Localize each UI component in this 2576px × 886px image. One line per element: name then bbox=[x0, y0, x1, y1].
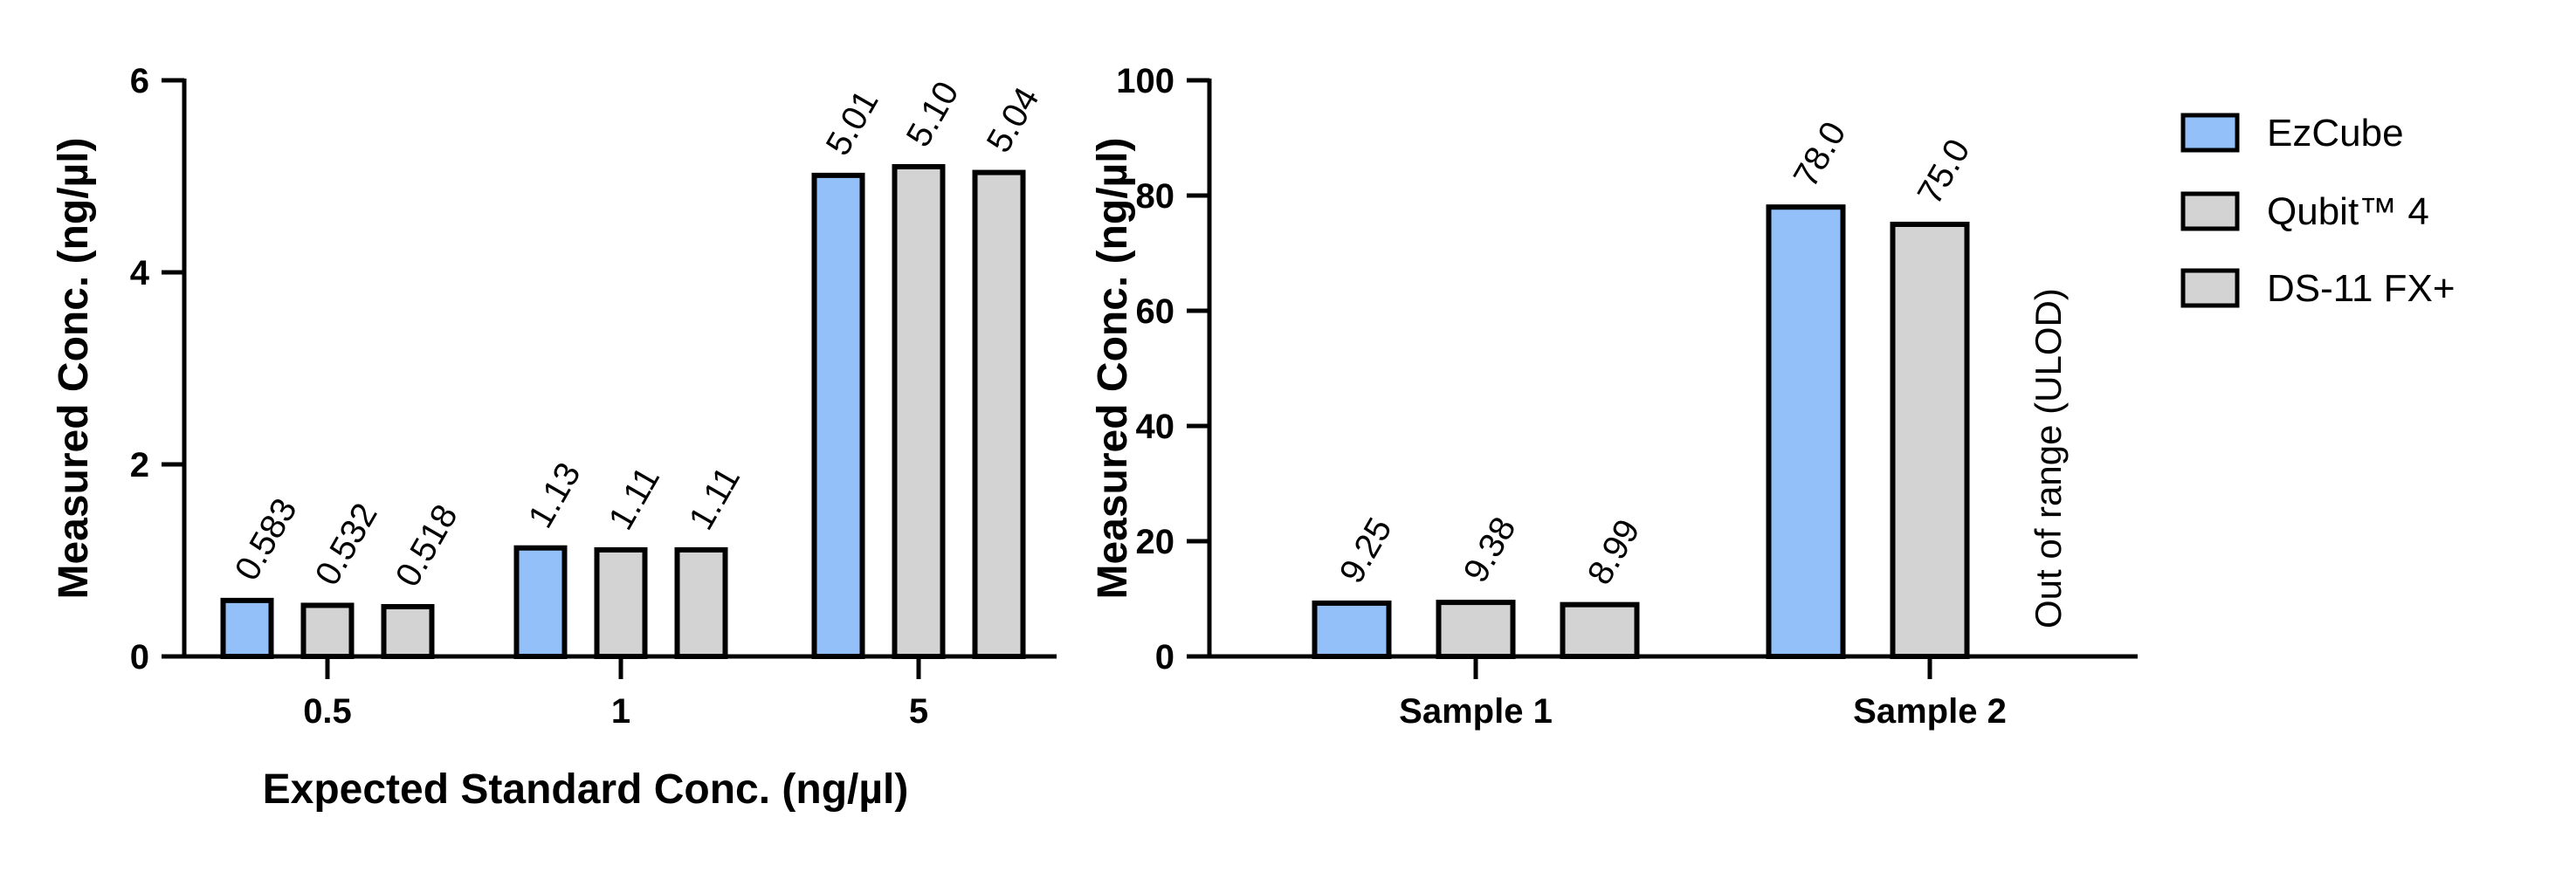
x-tick-label: Sample 1 bbox=[1399, 692, 1553, 731]
y-tick-label: 0 bbox=[1155, 638, 1174, 677]
y-tick-label: 100 bbox=[1116, 62, 1174, 100]
y-tick-label: 2 bbox=[130, 446, 149, 484]
data-label: 78.0 bbox=[1787, 115, 1854, 193]
data-label: 0.518 bbox=[389, 498, 465, 594]
legend-swatch bbox=[2180, 191, 2240, 231]
legend-swatch bbox=[2180, 113, 2240, 153]
bar bbox=[1766, 204, 1846, 659]
data-label: 75.0 bbox=[1911, 133, 1978, 210]
y-axis-title: Measured Conc. (ng/µl) bbox=[51, 137, 97, 599]
x-tick-label: 1 bbox=[611, 692, 630, 731]
x-axis-title: Expected Standard Conc. (ng/µl) bbox=[263, 766, 909, 813]
data-label: 5.01 bbox=[819, 84, 886, 161]
y-axis-title: Measured Conc. (ng/µl) bbox=[1090, 137, 1136, 599]
x-tick-label: 5 bbox=[909, 692, 928, 731]
y-tick-label: 60 bbox=[1136, 292, 1175, 331]
legend: EzCube Qubit™ 4 DS-11 FX+ bbox=[2180, 112, 2455, 310]
x-tick-label: 0.5 bbox=[303, 692, 352, 731]
bar bbox=[811, 172, 865, 659]
chart-panel-2: 9.25 9.38 8.99 Sample 1 78.0 75.0 Sample 2 0 20 4… bbox=[1090, 62, 2138, 731]
data-label: 1.11 bbox=[602, 461, 668, 537]
data-label: 9.38 bbox=[1457, 511, 1524, 588]
bar bbox=[513, 545, 568, 660]
legend-label: DS-11 FX+ bbox=[2267, 267, 2455, 310]
y-tick-label: 40 bbox=[1136, 408, 1175, 446]
data-label: 1.11 bbox=[682, 461, 748, 537]
x-tick-label: Sample 2 bbox=[1853, 692, 2007, 731]
legend-label: EzCube bbox=[2267, 112, 2404, 155]
y-tick-label: 80 bbox=[1136, 177, 1175, 216]
bar bbox=[674, 546, 728, 660]
legend-label: Qubit™ 4 bbox=[2267, 190, 2429, 233]
y-tick-label: 20 bbox=[1136, 523, 1175, 561]
data-label: 1.13 bbox=[521, 457, 589, 534]
data-label: 0.583 bbox=[228, 492, 305, 587]
data-label: 5.10 bbox=[899, 75, 967, 153]
y-tick-label: 0 bbox=[130, 638, 149, 677]
bar bbox=[1312, 600, 1392, 660]
bar bbox=[300, 602, 355, 659]
y-tick-label: 6 bbox=[130, 62, 149, 100]
legend-swatch bbox=[2180, 268, 2240, 308]
y-tick-label: 4 bbox=[130, 254, 150, 292]
bar bbox=[381, 604, 435, 660]
data-label: 5.04 bbox=[980, 81, 1047, 159]
data-label: 8.99 bbox=[1581, 513, 1648, 591]
data-label: 9.25 bbox=[1333, 512, 1400, 589]
bar bbox=[220, 597, 274, 659]
bar bbox=[1560, 601, 1640, 660]
bar bbox=[972, 169, 1026, 660]
bar bbox=[1890, 222, 1970, 659]
bar bbox=[594, 546, 648, 660]
data-label: 0.532 bbox=[308, 497, 385, 592]
annotation-out-of-range: Out of range (ULOD) bbox=[2028, 288, 2069, 628]
bar bbox=[892, 164, 946, 659]
bar bbox=[1436, 600, 1516, 659]
